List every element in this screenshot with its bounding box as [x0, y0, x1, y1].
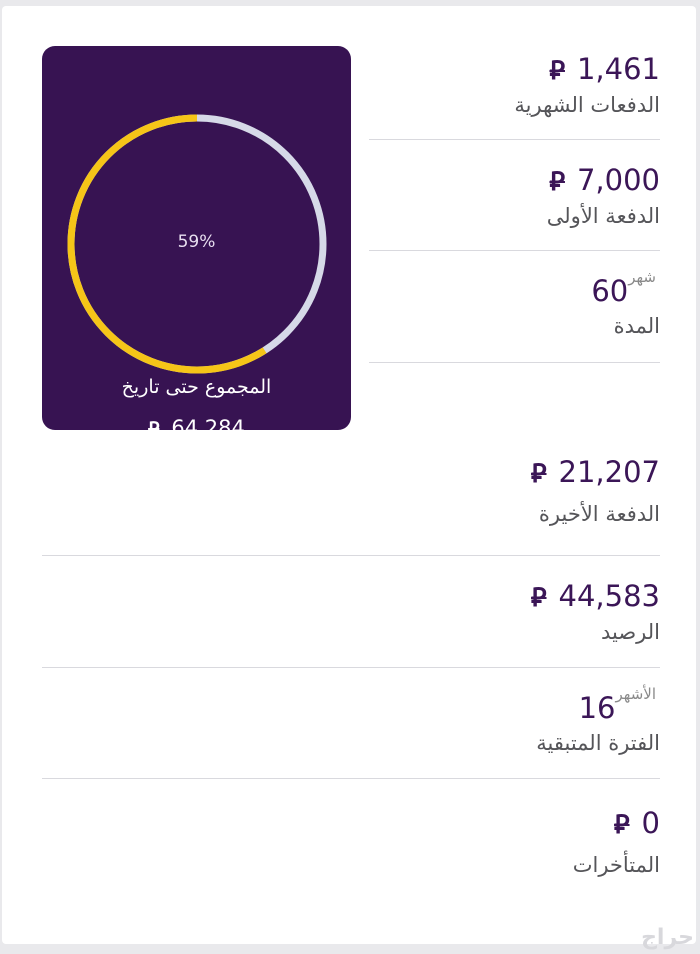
- haraj-watermark: حراج: [641, 925, 694, 950]
- divider: [42, 778, 660, 779]
- stat-monthly-payments: ⃁ 1,461 الدفعات الشهرية: [514, 52, 660, 117]
- stat-value: 0: [641, 806, 660, 840]
- riyal-icon: ⃁: [614, 810, 630, 840]
- stat-unit: الأشهر: [615, 685, 656, 703]
- stat-label: الفترة المتبقية: [536, 731, 660, 755]
- riyal-icon: ⃁: [531, 459, 547, 489]
- progress-percent: 59%: [177, 232, 216, 252]
- stat-label: المدة: [613, 314, 660, 338]
- stat-value: 1,461: [576, 52, 660, 86]
- stat-label: المتأخرات: [572, 853, 660, 877]
- stat-value: 16: [578, 691, 616, 725]
- divider: [369, 139, 660, 140]
- divider: [42, 555, 660, 556]
- total-to-date-value: ⃁ 64,284: [42, 416, 351, 430]
- total-to-date-label: المجموع حتى تاريخ: [121, 376, 272, 398]
- stat-label: الرصيد: [600, 620, 660, 644]
- stat-value: 44,583: [558, 579, 660, 613]
- stat-value: 21,207: [558, 455, 660, 489]
- riyal-icon: ⃁: [531, 583, 547, 613]
- stat-value: 7,000: [576, 163, 660, 197]
- stat-label: الدفعة الأولى: [546, 204, 660, 228]
- riyal-icon: ⃁: [148, 418, 160, 430]
- divider: [42, 667, 660, 668]
- riyal-icon: ⃁: [549, 167, 565, 197]
- riyal-icon: ⃁: [549, 56, 565, 86]
- stat-remaining-period: الأشهر16 الفترة المتبقية: [536, 685, 660, 755]
- progress-ring-fill: [67, 114, 327, 374]
- stat-label: الدفعات الشهرية: [514, 93, 660, 117]
- payment-progress-card: 59% المجموع حتى تاريخ ⃁ 64,284: [42, 46, 351, 430]
- progress-ring: [67, 114, 327, 374]
- divider: [369, 250, 660, 251]
- stat-down-payment: ⃁ 7,000 الدفعة الأولى: [547, 163, 660, 228]
- stat-balance: ⃁ 44,583 الرصيد: [531, 579, 660, 644]
- divider: [369, 362, 660, 363]
- stat-last-payment: ⃁ 21,207 الدفعة الأخيرة: [531, 455, 660, 526]
- total-amount: 64,284: [171, 416, 245, 430]
- stat-value: 60: [591, 274, 629, 308]
- stat-arrears: ⃁ 0 المتأخرات: [573, 806, 660, 877]
- stat-duration: شهر60 المدة: [591, 268, 660, 338]
- stat-unit: شهر: [628, 268, 656, 286]
- stat-label: الدفعة الأخيرة: [538, 502, 660, 526]
